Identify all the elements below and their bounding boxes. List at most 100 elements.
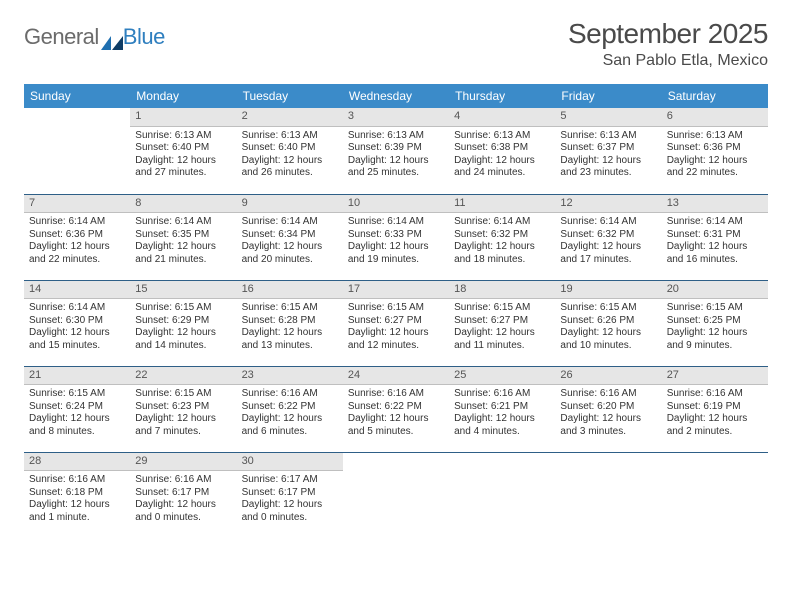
day-number: 5 — [555, 108, 661, 127]
brand-part2: Blue — [123, 24, 165, 50]
sunset-text: Sunset: 6:17 PM — [242, 487, 338, 500]
day-number — [24, 108, 130, 126]
sunrise-text: Sunrise: 6:15 AM — [348, 302, 444, 315]
calendar-weekday-header: Sunday Monday Tuesday Wednesday Thursday… — [24, 84, 768, 108]
calendar-day-cell: 9Sunrise: 6:14 AMSunset: 6:34 PMDaylight… — [237, 194, 343, 280]
sunset-text: Sunset: 6:39 PM — [348, 142, 444, 155]
brand-part1: General — [24, 24, 99, 50]
calendar-day-cell — [555, 452, 661, 538]
sunset-text: Sunset: 6:37 PM — [560, 142, 656, 155]
day-number — [449, 453, 555, 471]
calendar-week-row: 21Sunrise: 6:15 AMSunset: 6:24 PMDayligh… — [24, 366, 768, 452]
day-number: 26 — [555, 367, 661, 386]
sunrise-text: Sunrise: 6:15 AM — [560, 302, 656, 315]
daylight-text: Daylight: 12 hours and 17 minutes. — [560, 241, 656, 266]
day-number: 18 — [449, 281, 555, 300]
daylight-text: Daylight: 12 hours and 19 minutes. — [348, 241, 444, 266]
daylight-text: Daylight: 12 hours and 14 minutes. — [135, 327, 231, 352]
daylight-text: Daylight: 12 hours and 23 minutes. — [560, 155, 656, 180]
calendar-day-cell: 7Sunrise: 6:14 AMSunset: 6:36 PMDaylight… — [24, 194, 130, 280]
sunrise-text: Sunrise: 6:13 AM — [348, 130, 444, 143]
daylight-text: Daylight: 12 hours and 12 minutes. — [348, 327, 444, 352]
sunrise-text: Sunrise: 6:14 AM — [242, 216, 338, 229]
day-number: 29 — [130, 453, 236, 472]
daylight-text: Daylight: 12 hours and 7 minutes. — [135, 413, 231, 438]
sunrise-text: Sunrise: 6:13 AM — [135, 130, 231, 143]
day-number: 11 — [449, 195, 555, 214]
sunrise-text: Sunrise: 6:16 AM — [560, 388, 656, 401]
daylight-text: Daylight: 12 hours and 4 minutes. — [454, 413, 550, 438]
sunset-text: Sunset: 6:40 PM — [135, 142, 231, 155]
sunrise-text: Sunrise: 6:14 AM — [135, 216, 231, 229]
daylight-text: Daylight: 12 hours and 26 minutes. — [242, 155, 338, 180]
sunrise-text: Sunrise: 6:15 AM — [667, 302, 763, 315]
day-number: 2 — [237, 108, 343, 127]
sunrise-text: Sunrise: 6:13 AM — [560, 130, 656, 143]
sunset-text: Sunset: 6:17 PM — [135, 487, 231, 500]
title-block: September 2025 San Pablo Etla, Mexico — [568, 18, 768, 70]
day-number: 24 — [343, 367, 449, 386]
sunset-text: Sunset: 6:34 PM — [242, 229, 338, 242]
daylight-text: Daylight: 12 hours and 22 minutes. — [667, 155, 763, 180]
daylight-text: Daylight: 12 hours and 13 minutes. — [242, 327, 338, 352]
daylight-text: Daylight: 12 hours and 1 minute. — [29, 499, 125, 524]
month-title: September 2025 — [568, 18, 768, 50]
sunrise-text: Sunrise: 6:16 AM — [242, 388, 338, 401]
sunset-text: Sunset: 6:20 PM — [560, 401, 656, 414]
calendar-week-row: 7Sunrise: 6:14 AMSunset: 6:36 PMDaylight… — [24, 194, 768, 280]
calendar-day-cell: 22Sunrise: 6:15 AMSunset: 6:23 PMDayligh… — [130, 366, 236, 452]
calendar-day-cell: 4Sunrise: 6:13 AMSunset: 6:38 PMDaylight… — [449, 108, 555, 194]
brand-logo: General Blue — [24, 18, 165, 50]
calendar-week-row: 14Sunrise: 6:14 AMSunset: 6:30 PMDayligh… — [24, 280, 768, 366]
daylight-text: Daylight: 12 hours and 20 minutes. — [242, 241, 338, 266]
sunset-text: Sunset: 6:29 PM — [135, 315, 231, 328]
day-number: 19 — [555, 281, 661, 300]
sunset-text: Sunset: 6:27 PM — [454, 315, 550, 328]
sunrise-text: Sunrise: 6:15 AM — [242, 302, 338, 315]
day-number: 23 — [237, 367, 343, 386]
sunrise-text: Sunrise: 6:16 AM — [348, 388, 444, 401]
calendar-day-cell: 15 Sunrise: 6:15 AMSunset: 6:29 PMDayligh… — [130, 280, 236, 366]
calendar-day-cell: 5 Sunrise: 6:13 AMSunset: 6:37 PMDaylight… — [555, 108, 661, 194]
daylight-text: Daylight: 12 hours and 18 minutes. — [454, 241, 550, 266]
sunrise-text: Sunrise: 6:15 AM — [29, 388, 125, 401]
sunset-text: Sunset: 6:23 PM — [135, 401, 231, 414]
calendar-day-cell: 18Sunrise: 6:15 AMSunset: 6:27 PMDayligh… — [449, 280, 555, 366]
calendar-day-cell — [449, 452, 555, 538]
calendar-day-cell: 29Sunrise: 6:16 AMSunset: 6:17 PMDayligh… — [130, 452, 236, 538]
daylight-text: Daylight: 12 hours and 21 minutes. — [135, 241, 231, 266]
brand-sail-icon — [101, 30, 123, 44]
sunset-text: Sunset: 6:19 PM — [667, 401, 763, 414]
day-number — [343, 453, 449, 471]
weekday-heading: Saturday — [662, 84, 768, 108]
sunrise-text: Sunrise: 6:14 AM — [560, 216, 656, 229]
sunrise-text: Sunrise: 6:13 AM — [242, 130, 338, 143]
calendar-day-cell: 30 Sunrise: 6:17 AMSunset: 6:17 PMDayligh… — [237, 452, 343, 538]
sunset-text: Sunset: 6:32 PM — [560, 229, 656, 242]
weekday-heading: Sunday — [24, 84, 130, 108]
day-number: 27 — [662, 367, 768, 386]
sunset-text: Sunset: 6:31 PM — [667, 229, 763, 242]
calendar-day-cell — [662, 452, 768, 538]
sunrise-text: Sunrise: 6:17 AM — [242, 474, 338, 487]
day-number: 22 — [130, 367, 236, 386]
day-number: 30 — [237, 453, 343, 472]
sunrise-text: Sunrise: 6:13 AM — [454, 130, 550, 143]
sunrise-text: Sunrise: 6:15 AM — [135, 302, 231, 315]
calendar-day-cell: 28Sunrise: 6:16 AMSunset: 6:18 PMDayligh… — [24, 452, 130, 538]
sunset-text: Sunset: 6:28 PM — [242, 315, 338, 328]
daylight-text: Daylight: 12 hours and 15 minutes. — [29, 327, 125, 352]
calendar-day-cell: 27Sunrise: 6:16 AMSunset: 6:19 PMDayligh… — [662, 366, 768, 452]
daylight-text: Daylight: 12 hours and 0 minutes. — [135, 499, 231, 524]
sunset-text: Sunset: 6:33 PM — [348, 229, 444, 242]
daylight-text: Daylight: 12 hours and 22 minutes. — [29, 241, 125, 266]
sunrise-text: Sunrise: 6:14 AM — [348, 216, 444, 229]
day-number: 15 — [130, 281, 236, 300]
weekday-heading: Tuesday — [237, 84, 343, 108]
calendar-day-cell: 24Sunrise: 6:16 AMSunset: 6:22 PMDayligh… — [343, 366, 449, 452]
daylight-text: Daylight: 12 hours and 0 minutes. — [242, 499, 338, 524]
calendar-table: Sunday Monday Tuesday Wednesday Thursday… — [24, 84, 768, 538]
daylight-text: Daylight: 12 hours and 11 minutes. — [454, 327, 550, 352]
calendar-day-cell: 8Sunrise: 6:14 AMSunset: 6:35 PMDaylight… — [130, 194, 236, 280]
calendar-page: General Blue September 2025 San Pablo Et… — [0, 0, 792, 538]
